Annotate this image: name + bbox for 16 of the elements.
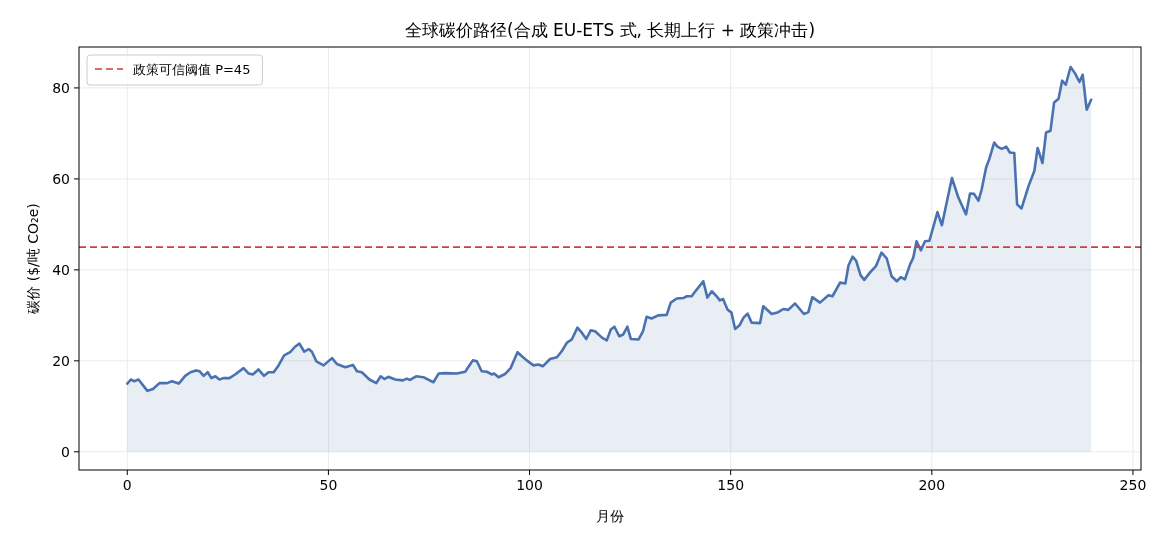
y-tick-label: 40 bbox=[52, 261, 70, 278]
x-tick-label: 0 bbox=[122, 477, 132, 493]
legend: 政策可信阈值 P=45 bbox=[86, 54, 263, 86]
y-axis-title: 碳价 ($/吨 CO₂e) bbox=[25, 203, 41, 315]
x-tick-label: 150 bbox=[717, 477, 745, 493]
x-tick-label: 200 bbox=[918, 477, 946, 493]
legend-label: 政策可信阈值 P=45 bbox=[133, 62, 251, 77]
x-tick-label: 50 bbox=[319, 477, 338, 493]
y-tick-label: 80 bbox=[52, 79, 70, 96]
y-tick-label: 20 bbox=[52, 352, 70, 369]
chart-title: 全球碳价路径(合成 EU-ETS 式, 长期上行 + 政策冲击) bbox=[404, 20, 816, 40]
x-axis-title: 月份 bbox=[596, 508, 624, 524]
x-tick-label: 250 bbox=[1119, 477, 1147, 493]
x-tick-label: 100 bbox=[516, 477, 543, 493]
y-tick-label: 0 bbox=[61, 443, 70, 460]
y-tick-label: 60 bbox=[52, 170, 70, 187]
